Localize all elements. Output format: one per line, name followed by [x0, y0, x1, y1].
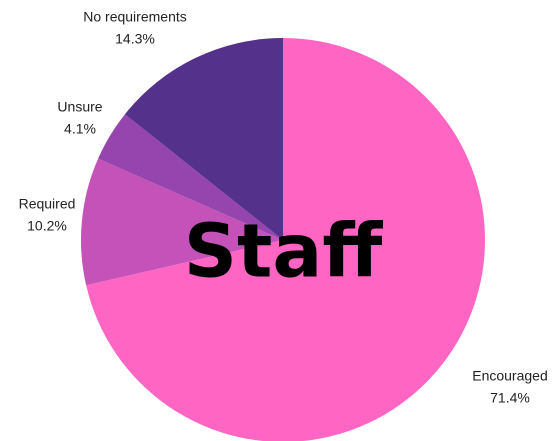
slice-value-label: 14.3%: [115, 31, 155, 47]
pie-slice: [98, 114, 284, 240]
pie-slice: [80, 158, 283, 286]
chart-title: Staff: [184, 209, 384, 295]
slice-value-label: 4.1%: [64, 121, 96, 137]
slice-label: Required: [19, 196, 76, 212]
slice-label: Unsure: [57, 99, 102, 115]
pie-slice: [124, 38, 283, 240]
slice-label: No requirements: [83, 9, 187, 25]
slice-value-label: 10.2%: [27, 218, 67, 234]
pie-slice: [86, 38, 485, 441]
pie: [80, 38, 485, 441]
slice-value-label: 71.4%: [490, 390, 530, 406]
slice-label: Encouraged: [472, 368, 548, 384]
